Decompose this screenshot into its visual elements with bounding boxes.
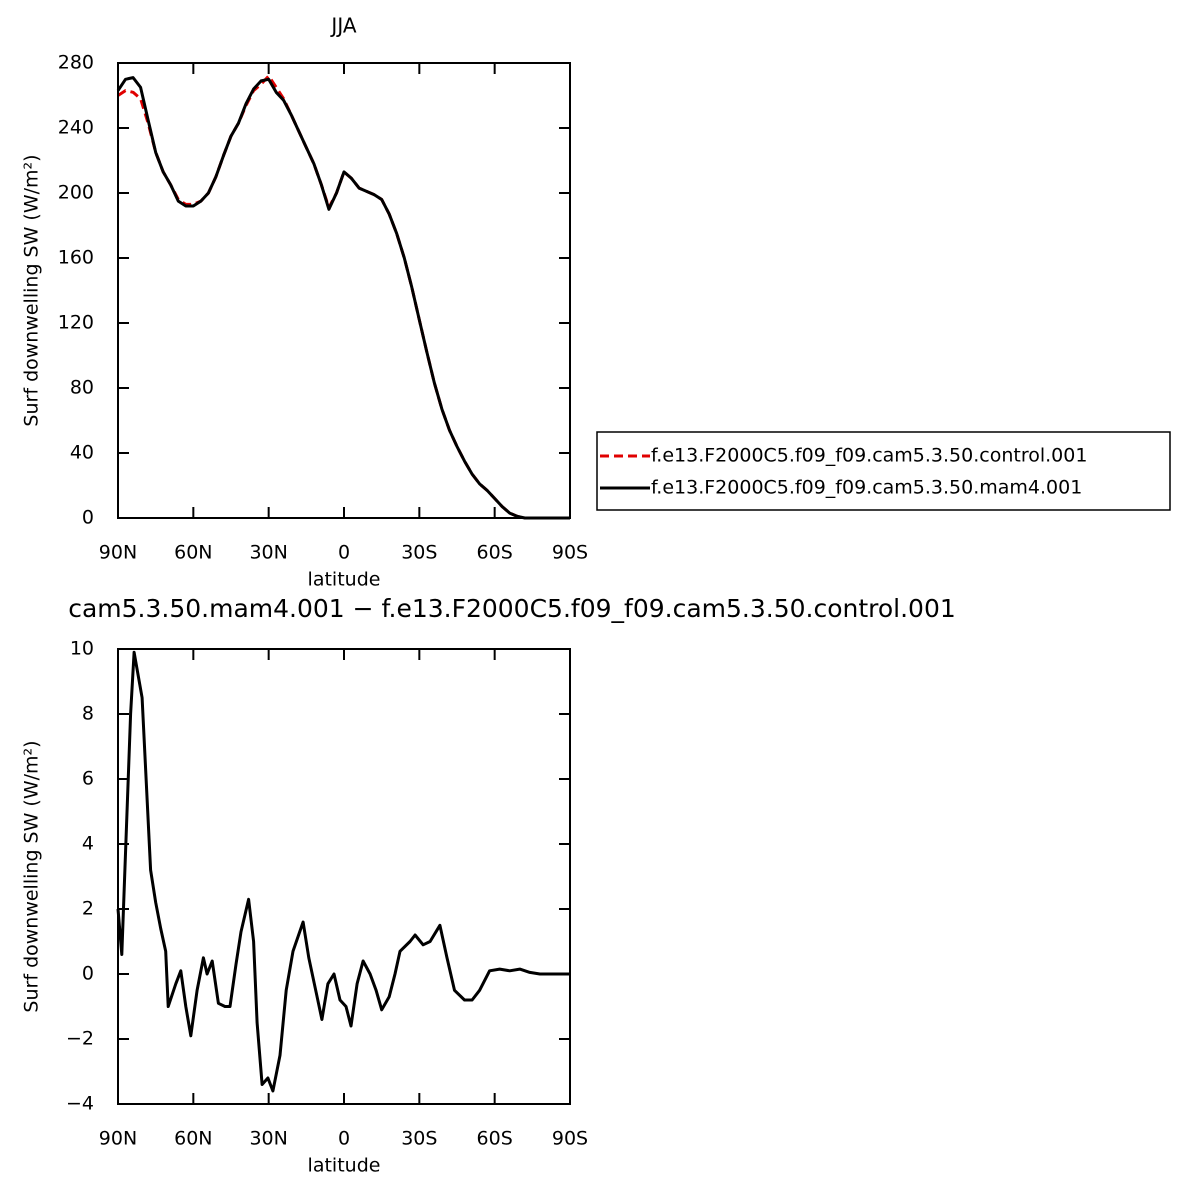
x-tick-label: 60N [174,542,212,564]
y-tick-label: 4 [82,833,94,855]
x-tick-label: 60S [477,542,513,564]
plot-frame [117,648,571,1105]
x-tick-label: 90N [99,542,137,564]
line-series [117,74,570,520]
y-tick-label: 8 [82,703,94,725]
y-axis-label: Surf downwelling SW (W/m²) [21,154,43,426]
x-tick-label: 0 [338,1128,350,1150]
x-tick-label: 60N [174,1128,212,1150]
y-axis-label: Surf downwelling SW (W/m²) [21,740,43,1012]
x-axis-label: latitude [308,1155,381,1177]
y-tick-label: −2 [66,1028,94,1050]
x-tick-label: 30S [401,542,437,564]
x-tick-label: 90N [99,1128,137,1150]
y-tick-label: 6 [82,768,94,790]
y-tick-label: 280 [58,52,94,74]
x-axis-label: latitude [308,569,381,591]
x-tick-label: 90S [552,1128,588,1150]
x-tick-label: 30N [249,1128,287,1150]
y-tick-label: 120 [58,312,94,334]
line-series [116,650,570,1093]
y-tick-label: −4 [66,1093,94,1115]
y-tick-label: 40 [70,442,94,464]
legend-box [596,431,1171,511]
x-tick-label: 0 [338,542,350,564]
x-tick-label: 60S [477,1128,513,1150]
plot-frame [117,62,571,519]
y-tick-label: 10 [70,638,94,660]
x-tick-label: 90S [552,542,588,564]
chart-title: cam5.3.50.mam4.001 − f.e13.F2000C5.f09_f… [68,594,956,623]
x-tick-label: 30S [401,1128,437,1150]
y-tick-label: 0 [82,963,94,985]
y-tick-label: 160 [58,247,94,269]
y-tick-label: 200 [58,182,94,204]
y-tick-label: 240 [58,117,94,139]
legend-label: f.e13.F2000C5.f09_f09.cam5.3.50.mam4.001 [651,477,1082,499]
line-series [116,76,570,520]
y-tick-label: 80 [70,377,94,399]
y-tick-label: 2 [82,898,94,920]
y-tick-label: 0 [82,507,94,529]
x-tick-label: 30N [249,542,287,564]
legend-label: f.e13.F2000C5.f09_f09.cam5.3.50.control.… [651,445,1087,467]
chart-title: JJA [329,14,356,38]
